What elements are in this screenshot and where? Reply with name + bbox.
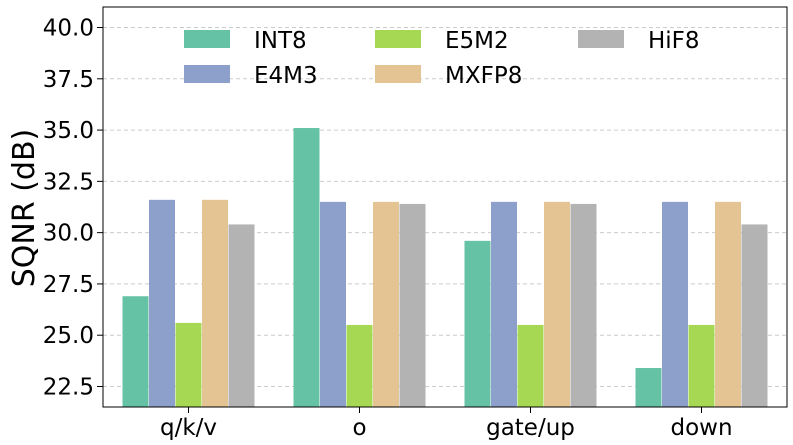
legend-item-int8: INT8 — [184, 28, 307, 54]
legend-swatch — [578, 30, 624, 48]
y-tick-label: 30.0 — [43, 221, 94, 247]
x-tick-label: gate/up — [486, 415, 575, 441]
bar-e5m2-1 — [346, 324, 373, 407]
legend-item-e5m2: E5M2 — [375, 28, 509, 54]
x-tick-label: down — [670, 415, 732, 441]
bar-e4m3-1 — [320, 201, 346, 407]
bar-e4m3-3 — [662, 201, 688, 407]
legend-item-e4m3: E4M3 — [184, 63, 318, 89]
legend-label: INT8 — [254, 28, 307, 54]
y-axis-label: SQNR (dB) — [7, 129, 42, 288]
legend-swatch — [184, 30, 230, 48]
bar-mxfp8-0 — [202, 199, 228, 407]
bar-e5m2-0 — [175, 322, 202, 407]
y-tick-label: 40.0 — [43, 16, 94, 42]
legend-label: MXFP8 — [445, 63, 522, 89]
legend-label: HiF8 — [648, 28, 700, 54]
y-axis: 22.5 25.0 27.5 30.0 32.5 35.0 37.5 40.0 — [43, 16, 103, 400]
x-tick-label: o — [352, 415, 366, 441]
bar-e5m2-2 — [517, 324, 544, 407]
bar-hif8-0 — [228, 224, 255, 407]
bar-mxfp8-1 — [373, 201, 399, 407]
y-tick-label: 32.5 — [43, 169, 94, 195]
plot-frame — [102, 6, 788, 408]
bar-hif8-1 — [399, 203, 426, 407]
legend-item-mxfp8: MXFP8 — [375, 63, 522, 89]
y-tick-label: 22.5 — [43, 374, 94, 400]
bar-hif8-3 — [741, 224, 768, 407]
bar-e4m3-0 — [149, 199, 175, 407]
x-axis: q/k/v o gate/up down — [160, 407, 733, 441]
legend: INT8 E4M3 E5M2 MXFP8 HiF8 — [184, 28, 700, 89]
legend-item-hif8: HiF8 — [578, 28, 700, 54]
y-tick-label: 35.0 — [43, 118, 94, 144]
y-tick-label: 37.5 — [43, 67, 94, 93]
bar-mxfp8-3 — [715, 201, 741, 407]
bar-e5m2-3 — [688, 324, 715, 407]
legend-swatch — [184, 65, 230, 83]
bar-mxfp8-2 — [544, 201, 570, 407]
x-tick-label: q/k/v — [160, 415, 217, 441]
bar-int8-3 — [635, 368, 662, 407]
legend-swatch — [375, 65, 421, 83]
bar-int8-0 — [122, 296, 149, 407]
bars — [122, 128, 768, 407]
bar-hif8-2 — [570, 203, 597, 407]
bar-e4m3-2 — [491, 201, 517, 407]
y-tick-label: 25.0 — [43, 323, 94, 349]
legend-swatch — [375, 30, 421, 48]
bar-int8-1 — [293, 128, 320, 407]
y-tick-label: 27.5 — [43, 272, 94, 298]
legend-label: E5M2 — [445, 28, 509, 54]
legend-label: E4M3 — [254, 63, 318, 89]
bar-int8-2 — [464, 240, 491, 407]
